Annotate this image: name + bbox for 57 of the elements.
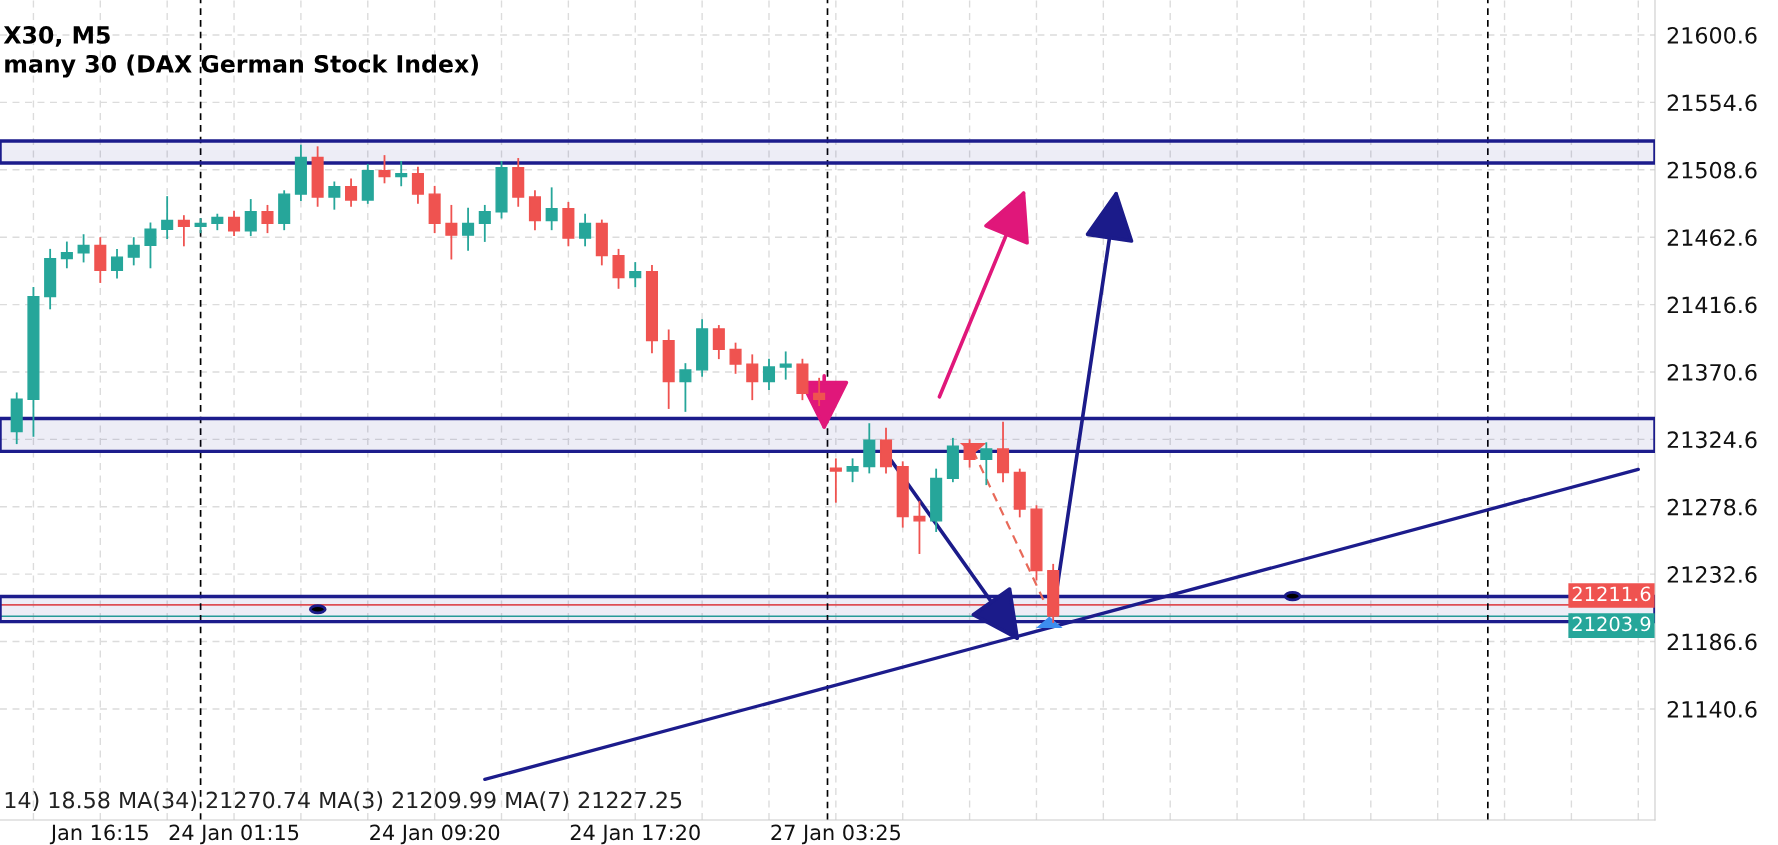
x-tick-label: 27 Jan 03:25 bbox=[771, 824, 900, 845]
candlestick bbox=[194, 218, 207, 234]
candlestick bbox=[478, 204, 491, 242]
candlestick bbox=[545, 187, 558, 231]
ref-line-label: 21203.9 bbox=[1572, 616, 1651, 632]
candlestick bbox=[411, 166, 424, 204]
candlestick bbox=[729, 342, 742, 374]
text: many 30 (DAX German Stock Index) bbox=[5, 54, 478, 78]
candlestick bbox=[77, 234, 90, 263]
candlestick bbox=[996, 421, 1010, 483]
y-tick-label: 21278.6 bbox=[1667, 498, 1757, 516]
candlestick bbox=[746, 354, 759, 401]
candlestick bbox=[762, 358, 776, 390]
candlestick bbox=[328, 181, 341, 210]
y-tick-label: 21600.6 bbox=[1667, 26, 1757, 44]
candlestick bbox=[60, 241, 73, 269]
y-tick-label: 21232.6 bbox=[1667, 566, 1757, 583]
candlestick bbox=[846, 458, 859, 483]
candlestick bbox=[612, 248, 625, 289]
candlestick bbox=[345, 178, 358, 207]
y-tick-label: 21140.6 bbox=[1667, 700, 1757, 718]
candlestick bbox=[579, 213, 592, 247]
y-tick-label: 21462.6 bbox=[1667, 229, 1757, 246]
candlestick bbox=[779, 351, 792, 380]
text: X30, M5 bbox=[3, 25, 110, 47]
x-tick-label: 24 Jan 01:15 bbox=[169, 824, 299, 845]
candlestick bbox=[127, 237, 140, 266]
candlestick bbox=[177, 215, 190, 247]
candlestick bbox=[445, 204, 458, 260]
x-tick-label: 24 Jan 09:20 bbox=[370, 824, 500, 845]
y-tick-label: 21370.6 bbox=[1667, 363, 1757, 381]
candlestick bbox=[829, 458, 842, 503]
candlestick bbox=[679, 363, 692, 412]
candlestick bbox=[161, 196, 174, 239]
candlestick bbox=[244, 199, 257, 237]
x-tick-label: Jan 16:15 bbox=[49, 824, 148, 845]
candlestick bbox=[227, 210, 241, 237]
y-tick-label: 21324.6 bbox=[1667, 431, 1757, 449]
candlestick bbox=[261, 204, 274, 234]
candlestick bbox=[144, 222, 157, 269]
ref-line-label: 21211.6 bbox=[1572, 586, 1651, 602]
candlestick bbox=[913, 500, 926, 554]
y-tick-label: 21186.6 bbox=[1667, 633, 1757, 651]
annotation: 14) 18.58 MA(34) 21270.74 MA(3) 21209.99 MA(7) 21227.25 bbox=[5, 791, 682, 812]
x-tick-label: 24 Jan 17:20 bbox=[570, 824, 700, 845]
candlestick bbox=[813, 377, 826, 406]
candlestick bbox=[528, 190, 541, 231]
candlestick bbox=[110, 248, 124, 279]
y-tick-label: 21554.6 bbox=[1667, 94, 1757, 112]
candlestick bbox=[378, 155, 391, 184]
candlestick bbox=[462, 207, 475, 251]
candlestick bbox=[395, 160, 408, 187]
candlestick bbox=[629, 262, 642, 288]
candlestick bbox=[712, 325, 725, 360]
candlestick bbox=[980, 442, 993, 486]
y-tick-label: 21416.6 bbox=[1667, 296, 1757, 314]
y-tick-label: 21508.6 bbox=[1667, 161, 1757, 179]
